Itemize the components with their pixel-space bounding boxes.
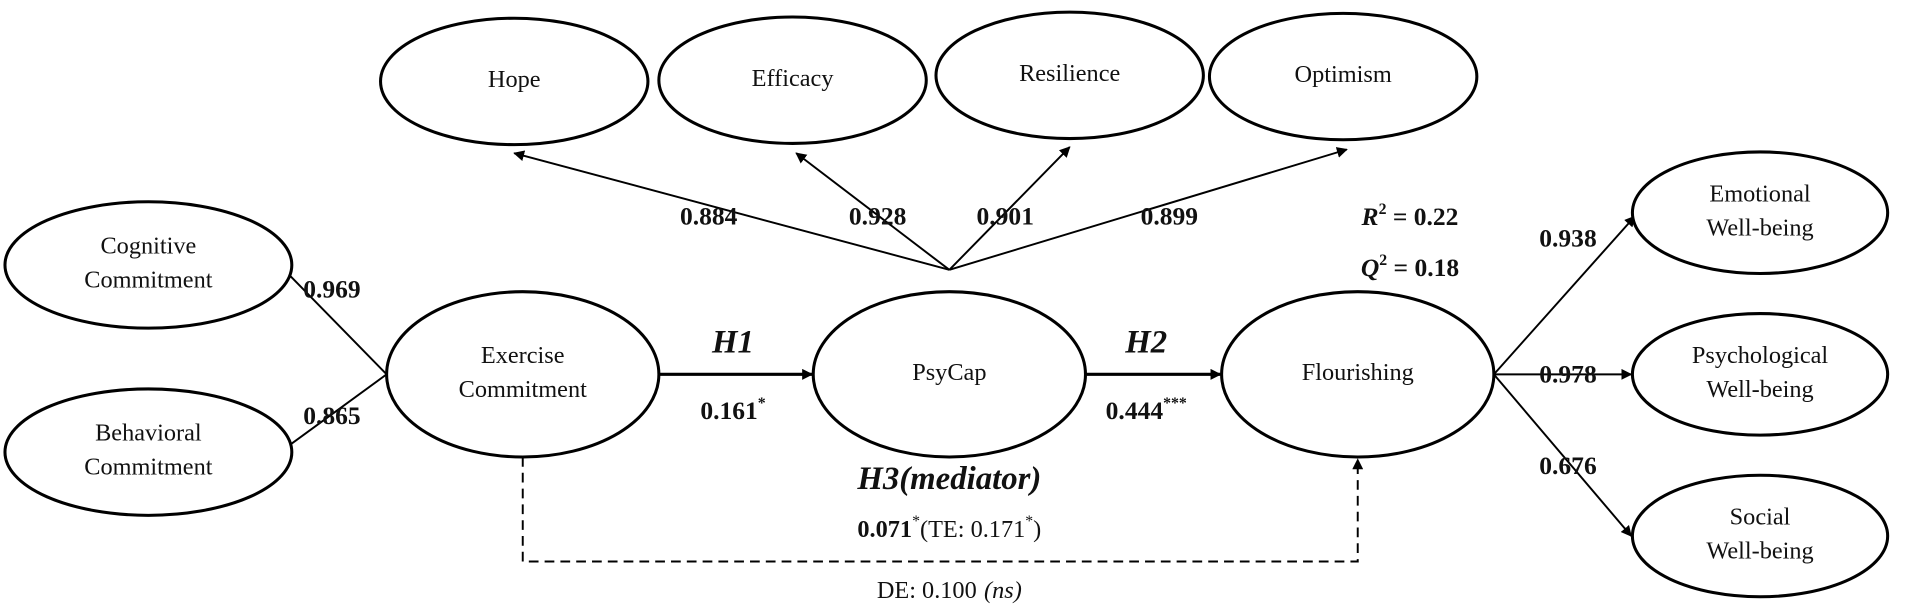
- node-label: Optimism: [1295, 61, 1392, 88]
- text-part: 2: [1379, 252, 1387, 269]
- node: [934, 10, 1205, 141]
- text-part: ***: [1163, 395, 1187, 412]
- node-label: Hope: [488, 66, 541, 93]
- fit-index: Q2 = 0.18: [1361, 252, 1459, 282]
- node: [1630, 312, 1890, 437]
- node: [3, 200, 294, 330]
- indirect-effect: 0.071*(TE: 0.171*): [857, 513, 1041, 542]
- text-part: DE: 0.100: [877, 576, 977, 603]
- node-label: Well-being: [1706, 538, 1813, 565]
- loading: 0.884: [680, 202, 738, 231]
- node-label: Efficacy: [752, 65, 835, 92]
- text-part: (TE: 0.171: [920, 516, 1025, 543]
- node-label: Social: [1730, 504, 1791, 531]
- node: [3, 387, 294, 517]
- edge: [948, 146, 1071, 271]
- hypothesis: H3(mediator): [856, 461, 1041, 497]
- hypothesis: H2: [1124, 325, 1167, 361]
- node: [657, 15, 928, 145]
- loading: 0.938: [1539, 224, 1596, 253]
- node: [385, 290, 661, 459]
- node-label: Cognitive: [100, 233, 196, 260]
- node: [1207, 11, 1479, 142]
- node-label: Commitment: [84, 454, 212, 481]
- node-label: Behavioral: [95, 420, 202, 447]
- text-part: *: [912, 513, 920, 530]
- loading: 0.978: [1539, 360, 1596, 389]
- path-coefficient: 0.444***: [1106, 395, 1187, 425]
- fit-index: R2 = 0.22: [1361, 201, 1459, 231]
- node-label: Commitment: [84, 267, 212, 294]
- node-label: Emotional: [1709, 180, 1810, 207]
- loading: 0.969: [303, 275, 360, 304]
- text-part: R: [1361, 202, 1379, 231]
- loading: 0.899: [1141, 202, 1198, 231]
- node-label: Well-being: [1706, 376, 1813, 403]
- edge: [795, 152, 950, 271]
- text-part: *: [758, 395, 766, 412]
- node: [1220, 290, 1496, 459]
- text-part: 0.161: [700, 396, 757, 425]
- loading: 0.865: [303, 401, 360, 430]
- node-label: Resilience: [1019, 60, 1120, 87]
- loading: 0.928: [849, 202, 906, 231]
- edge: [521, 456, 1364, 563]
- text-part: *: [1025, 513, 1033, 530]
- node-label: Well-being: [1706, 214, 1813, 241]
- text-part: 0.071: [857, 516, 912, 543]
- node-label: Commitment: [459, 376, 587, 403]
- direct-effect: DE: 0.100 (ns): [877, 576, 1022, 603]
- text-part: ): [1033, 516, 1041, 543]
- path-coefficient: 0.161*: [700, 395, 765, 425]
- loading: 0.676: [1539, 451, 1597, 480]
- node: [379, 16, 650, 147]
- edge: [949, 147, 1348, 271]
- node-label: PsyCap: [912, 359, 986, 386]
- node: [1630, 473, 1890, 599]
- text-part: = 0.22: [1386, 202, 1458, 231]
- node: [1630, 150, 1890, 275]
- edge: [1493, 215, 1636, 375]
- edge: [513, 150, 950, 271]
- text-part: = 0.18: [1387, 253, 1459, 282]
- node-label: Psychological: [1692, 342, 1829, 369]
- node: [811, 290, 1087, 459]
- text-part: (ns): [984, 576, 1022, 603]
- loading: 0.901: [977, 202, 1034, 231]
- node-label: Flourishing: [1302, 359, 1414, 386]
- hypothesis: H1: [711, 325, 754, 361]
- text-part: Q: [1361, 253, 1379, 282]
- edge: [1493, 373, 1632, 537]
- text-part: 0.444: [1106, 396, 1164, 425]
- node-label: Exercise: [481, 342, 565, 369]
- text-part: 2: [1379, 201, 1387, 218]
